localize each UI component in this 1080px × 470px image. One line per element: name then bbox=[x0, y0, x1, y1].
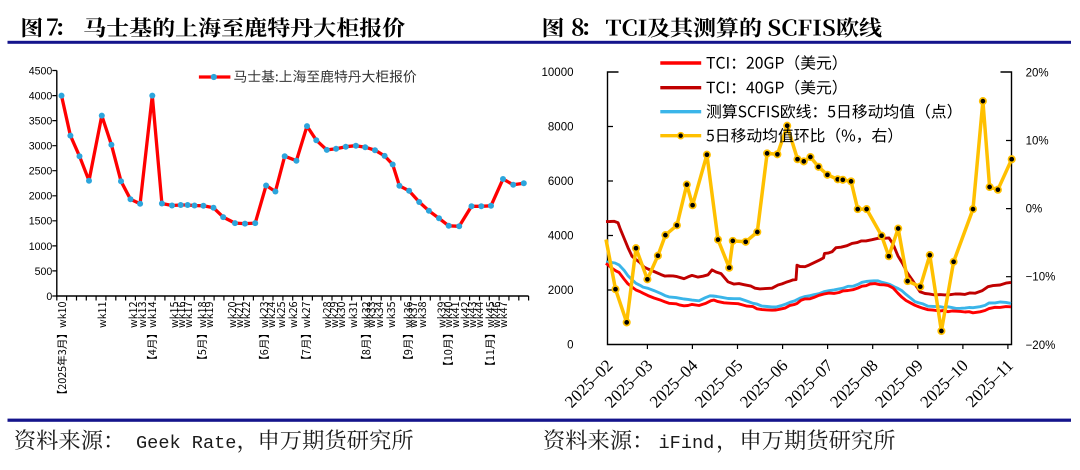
svg-text:−10%: −10% bbox=[1026, 272, 1056, 284]
svg-text:1500: 1500 bbox=[29, 216, 53, 228]
svg-text:20%: 20% bbox=[1026, 67, 1049, 79]
svg-text:2500: 2500 bbox=[29, 166, 53, 178]
svg-text:500: 500 bbox=[35, 266, 53, 278]
svg-text:2000: 2000 bbox=[29, 191, 53, 203]
svg-text:10%: 10% bbox=[1026, 136, 1049, 148]
svg-text:Geek Rate: Geek Rate bbox=[136, 433, 236, 454]
svg-text:4000: 4000 bbox=[29, 91, 53, 103]
svg-text:1000: 1000 bbox=[29, 241, 53, 253]
svg-text:iFind: iFind bbox=[659, 433, 715, 454]
svg-text:−20%: −20% bbox=[1026, 340, 1056, 352]
svg-text:4500: 4500 bbox=[29, 65, 53, 77]
svg-text:0%: 0% bbox=[1026, 204, 1043, 216]
svg-text:4000: 4000 bbox=[548, 231, 574, 243]
svg-text:10000: 10000 bbox=[542, 67, 574, 79]
svg-text:3000: 3000 bbox=[29, 141, 53, 153]
svg-text:2000: 2000 bbox=[548, 285, 574, 297]
svg-text:0: 0 bbox=[46, 291, 52, 303]
svg-text:0: 0 bbox=[567, 340, 573, 352]
svg-text:6000: 6000 bbox=[548, 176, 574, 188]
svg-text:3500: 3500 bbox=[29, 116, 53, 128]
svg-text:8000: 8000 bbox=[548, 122, 574, 134]
